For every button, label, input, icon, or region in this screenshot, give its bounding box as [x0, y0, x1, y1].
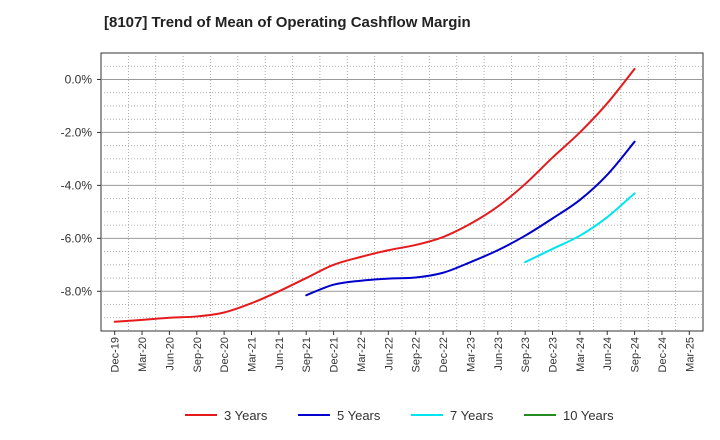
x-tick-label: Mar-21 [247, 337, 259, 372]
x-tick-label: Sep-23 [520, 337, 532, 372]
legend-label-10-years: 10 Years [563, 408, 614, 423]
x-tick-label: Sep-24 [630, 337, 642, 372]
legend-label-3-years: 3 Years [224, 408, 268, 423]
y-tick-label: -2.0% [61, 125, 93, 139]
x-tick-label: Mar-23 [465, 337, 477, 372]
x-tick-label: Sep-22 [411, 337, 423, 372]
x-tick-label: Mar-20 [137, 337, 149, 372]
chart-title: [8107] Trend of Mean of Operating Cashfl… [104, 14, 471, 31]
x-tick-label: Dec-22 [438, 337, 450, 372]
x-tick-label: Jun-23 [493, 337, 505, 371]
series-line-5-years [305, 140, 636, 297]
x-tick-label: Jun-22 [383, 337, 395, 371]
y-tick-label: -4.0% [61, 178, 93, 192]
x-tick-label: Jun-24 [602, 337, 614, 371]
series-line-7-years [524, 192, 636, 264]
x-tick-label: Sep-20 [192, 337, 204, 372]
x-tick-label: Dec-23 [548, 337, 560, 372]
x-tick-label: Dec-20 [219, 337, 231, 372]
x-tick-label: Mar-24 [575, 337, 587, 372]
y-tick-label: -6.0% [61, 231, 93, 245]
x-tick-label: Sep-21 [301, 337, 313, 372]
x-tick-label: Dec-21 [329, 337, 341, 372]
x-axis: Dec-19 Mar-20 Jun-20 Sep-20 Dec-20 Mar-21 Jun-… [110, 331, 696, 372]
x-tick-label: Dec-19 [110, 337, 122, 372]
x-tick-label: Mar-25 [684, 337, 696, 372]
x-tick-label: Jun-21 [274, 337, 286, 371]
series-layer [113, 67, 636, 323]
legend: 3 Years 5 Years 7 Years 10 Years [185, 408, 614, 423]
x-tick-label: Jun-20 [164, 337, 176, 371]
series-line-3-years [113, 67, 636, 323]
grid-layer [101, 53, 703, 331]
y-tick-label: -8.0% [61, 284, 93, 298]
legend-label-7-years: 7 Years [450, 408, 494, 423]
x-tick-label: Mar-22 [356, 337, 368, 372]
x-tick-label: Dec-24 [657, 337, 669, 372]
y-tick-label: 0.0% [65, 72, 93, 86]
y-axis: 0.0% -2.0% -4.0% -6.0% -8.0% [61, 72, 101, 298]
legend-label-5-years: 5 Years [337, 408, 381, 423]
